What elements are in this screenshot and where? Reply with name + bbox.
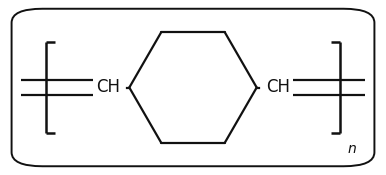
FancyBboxPatch shape: [12, 9, 374, 166]
Text: CH: CH: [266, 79, 290, 96]
Text: n: n: [347, 142, 356, 156]
Text: CH: CH: [96, 79, 120, 96]
